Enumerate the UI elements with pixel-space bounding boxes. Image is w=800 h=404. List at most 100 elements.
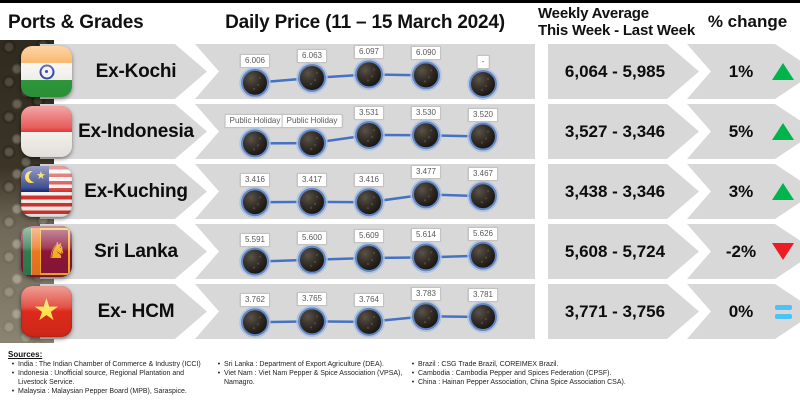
peppercorn-speckle [486,249,490,252]
point-label: 6.006 [239,53,271,68]
flag-stripe [21,106,72,132]
equals-bar-icon [774,304,792,310]
peppercorn-speckle [429,188,433,191]
peppercorn-speckle [370,135,374,139]
weekly-average-band [548,284,699,339]
peppercorn-point-icon [355,121,383,149]
flag-canton: ★ [21,166,50,192]
point-halo [353,186,385,218]
peppercorn-speckle [363,253,367,257]
peppercorn-speckle [484,197,488,200]
peppercorn-speckle [306,139,310,142]
point-halo [467,120,499,153]
bullet-icon: • [11,370,15,377]
point-label: 3.467 [467,167,499,182]
source-text: Malaysia : Malaysian Pepper Board (MPB),… [18,388,187,395]
source-text: Cambodia : Cambodia Pepper and Spices Fe… [418,370,612,377]
source-item: • Sri Lanka : Department of Export Agricu… [214,360,409,369]
peppercorn-point-icon [469,122,497,151]
malaysia-flag-icon: ★ [21,166,72,217]
peppercorn-speckle [423,262,427,265]
pct-change-value: 5% [728,122,754,141]
peppercorn-speckle [427,195,431,198]
peppercorn-speckle [258,76,262,79]
bullet-icon: • [217,361,221,368]
header-weekly-average-line2: This Week - Last Week [538,22,695,39]
peppercorn-speckle [480,88,484,92]
point-label: 6.090 [410,46,442,61]
peppercorn-speckle [484,256,488,259]
pct-change-value: 1% [728,62,754,81]
trend-flat-icon [769,284,797,339]
point-halo [353,119,385,151]
bullet-icon: • [11,388,15,395]
peppercorn-speckle [366,326,370,329]
peppercorn-speckle [366,207,370,210]
point-halo [239,186,271,218]
weekly-average-value: 3,527 - 3,346 [564,122,666,141]
peppercorn-speckle [309,148,313,151]
peppercorn-speckle [249,78,253,81]
point-label: 5.614 [410,228,442,243]
source-item: • India : The Indian Chamber of Commerce … [8,360,213,369]
peppercorn-speckle [423,199,427,202]
point-halo [239,306,271,338]
peppercorn-speckle [427,258,431,261]
point-label: 3.531 [353,106,385,120]
port-name: Ex-Kochi [95,61,177,82]
daily-price-chart: 3.762 3.765 3.764 3.783 3.781 [228,284,512,339]
price-line-plot [239,239,499,278]
peppercorn-speckle [256,203,260,206]
peppercorn-speckle [372,68,376,71]
source-text: China : Hainan Pepper Association, China… [418,379,626,386]
peppercorn-speckle [372,128,376,132]
point-halo [410,241,442,274]
peppercorn-speckle [484,84,488,88]
peppercorn-speckle [372,251,376,255]
header-pct-change: % change [707,12,788,31]
weekly-average-value: 6,064 - 5,985 [564,62,666,81]
peppercorn-speckle [363,198,367,201]
point-halo [296,305,328,338]
peppercorn-point-icon [241,188,269,217]
peppercorn-speckle [252,327,256,330]
peppercorn-speckle [306,197,310,200]
peppercorn-speckle [252,148,256,151]
ashoka-chakra-icon [39,64,54,80]
peppercorn-speckle [427,317,431,320]
point-label: 3.781 [467,288,499,303]
point-label: Public Holiday [224,114,286,129]
peppercorn-speckle [370,75,374,78]
peppercorn-speckle [486,77,490,81]
peppercorn-speckle [486,190,490,193]
header-weekly-average: Weekly Average This Week - Last Week [538,5,695,39]
peppercorn-speckle [429,251,433,254]
peppercorn-speckle [423,140,427,143]
point-label: 5.600 [296,230,328,245]
point-halo [467,301,499,333]
peppercorn-speckle [363,70,367,73]
sources-column-2: • Sri Lanka : Department of Export Agricu… [214,360,409,387]
point-label: 5.591 [239,232,271,247]
peppercorn-speckle [370,322,374,325]
point-label: 3.520 [467,107,499,122]
point-label: 3.765 [296,292,328,307]
peppercorn-speckle [363,317,367,320]
peppercorn-speckle [315,195,319,198]
peppercorn-speckle [427,76,431,79]
peppercorn-speckle [315,71,319,75]
weekly-average-band [548,104,699,159]
peppercorn-speckle [366,79,370,82]
sri-lanka-flag-icon: ♞ [21,226,72,277]
port-name: Ex- HCM [97,301,175,322]
up-triangle-icon [772,123,794,140]
peppercorn-speckle [480,260,484,263]
peppercorn-speckle [313,260,317,263]
peppercorn-speckle [306,73,310,77]
point-halo [296,127,328,159]
weekly-average-value: 3,438 - 3,346 [564,182,666,201]
peppercorn-speckle [477,251,481,254]
flag-stripe [21,63,72,81]
trend-up-icon [769,44,797,99]
port-name: Ex-Indonesia [78,121,194,142]
